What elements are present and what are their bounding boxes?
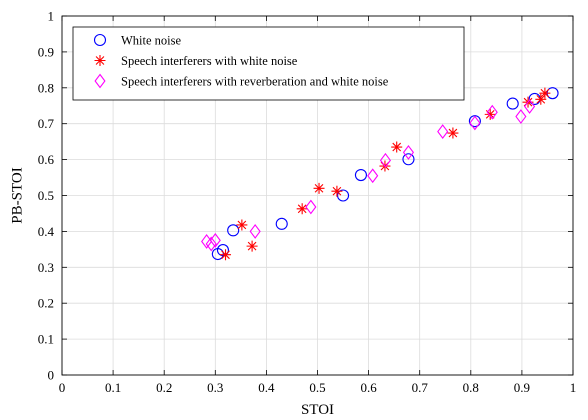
y-tick-label: 0.1 xyxy=(38,332,54,347)
x-tick-label: 0.4 xyxy=(258,380,275,395)
series-1-point xyxy=(275,217,288,230)
series-3-point xyxy=(249,223,261,239)
legend-label-3: Speech interferers with reverberation an… xyxy=(121,75,389,89)
data-points xyxy=(201,87,559,261)
series-1-point xyxy=(227,224,240,237)
series-1-point xyxy=(336,189,350,202)
series-3-point xyxy=(515,109,527,124)
y-tick-labels: 0 0.1 0.2 0.3 0.4 0.5 0.6 0.7 0.8 0.9 1 xyxy=(38,9,55,383)
legend: White noise Speech interferers with white… xyxy=(72,26,465,101)
series-2-point xyxy=(484,108,496,120)
series-2-point xyxy=(296,203,308,215)
y-axis-label: PB-STOI xyxy=(9,167,25,223)
series-2-point xyxy=(391,141,403,153)
x-tick-label: 0.5 xyxy=(309,380,325,395)
series-2-point xyxy=(246,240,258,252)
y-tick-label: 0.9 xyxy=(38,44,54,59)
y-tick-label: 0.5 xyxy=(38,188,54,203)
series-1-point xyxy=(354,168,367,182)
y-tick-label: 0.2 xyxy=(38,296,54,311)
x-tick-label: 0.9 xyxy=(514,380,530,395)
series-2-point xyxy=(447,127,459,139)
legend-marker-3 xyxy=(94,73,106,89)
axes-layer xyxy=(61,15,574,376)
series-2-point xyxy=(220,249,232,261)
legend-box xyxy=(72,26,465,101)
series-1-point xyxy=(402,153,415,166)
series-3-point xyxy=(367,168,379,184)
x-tick-label: 0.6 xyxy=(360,380,377,395)
y-tick-label: 0.6 xyxy=(38,152,55,167)
x-tick-labels: 0 0.1 0.2 0.3 0.4 0.5 0.6 0.7 0.8 0.9 1 xyxy=(59,380,577,395)
legend-marker-1 xyxy=(93,33,107,47)
series-3-point xyxy=(402,145,415,160)
y-tick-label: 0 xyxy=(48,368,55,383)
x-tick-label: 0.2 xyxy=(156,380,172,395)
series-3-point xyxy=(209,232,221,248)
x-tick-label: 0.3 xyxy=(207,380,223,395)
axes-box xyxy=(61,15,574,376)
series-2-point xyxy=(539,87,551,99)
legend-label-2: Speech interferers with white noise xyxy=(121,54,298,68)
series-2-point xyxy=(535,93,547,105)
legend-marker-2 xyxy=(94,55,106,66)
series-3-point xyxy=(524,99,536,114)
series-3-point xyxy=(205,236,217,252)
x-tick-label: 0.8 xyxy=(463,380,479,395)
y-tick-label: 0.4 xyxy=(38,224,55,239)
x-tick-label: 1 xyxy=(570,380,577,395)
x-tick-label: 0.1 xyxy=(105,380,121,395)
y-tick-label: 0.7 xyxy=(38,116,55,131)
series-2-point xyxy=(331,185,343,197)
x-axis-label: STOI xyxy=(301,402,334,418)
series-3-point xyxy=(379,152,392,168)
series-2-point xyxy=(313,182,325,194)
x-tick-label: 0 xyxy=(59,380,66,395)
legend-label-1: White noise xyxy=(121,34,182,48)
y-tick-label: 1 xyxy=(48,9,55,24)
series-1-point xyxy=(506,97,519,110)
x-tick-label: 0.7 xyxy=(412,380,429,395)
series-3-point xyxy=(486,104,498,120)
y-tick-label: 0.3 xyxy=(38,260,54,275)
series-3-point xyxy=(437,124,449,140)
series-3-point xyxy=(469,115,481,131)
series-2-point xyxy=(236,219,248,231)
y-tick-label: 0.8 xyxy=(38,80,54,95)
series-1-point xyxy=(216,244,230,257)
legend-items: White noise Speech interferers with white… xyxy=(93,33,389,89)
series-3-point xyxy=(305,199,317,215)
